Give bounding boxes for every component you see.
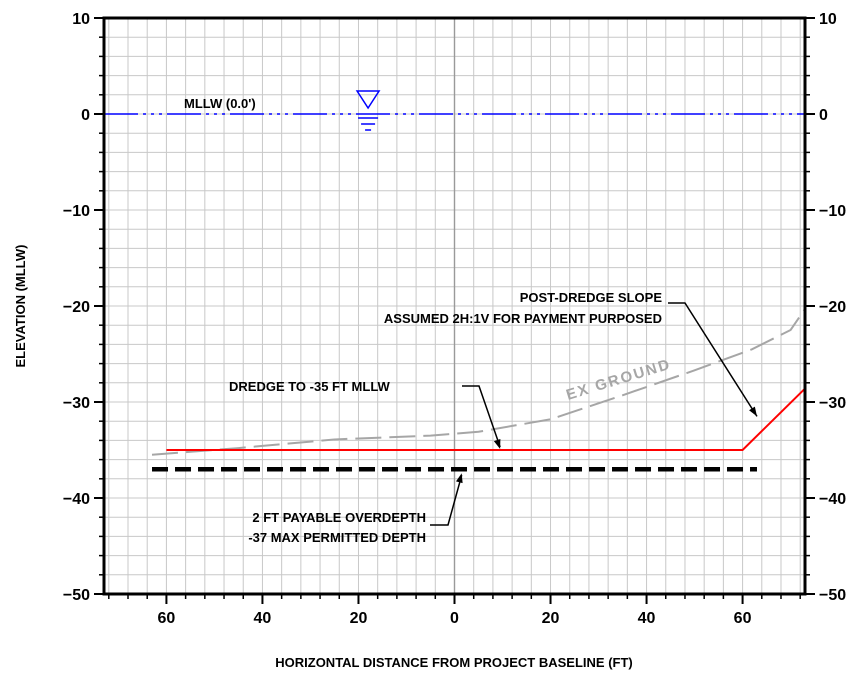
y-tick-label-right: −40 (819, 491, 846, 508)
y-tick-label-left: −10 (63, 203, 90, 220)
y-tick-label-right: 10 (819, 11, 837, 28)
y-tick-label-left: −50 (63, 587, 90, 604)
overdepth-label-line2: -37 MAX PERMITTED DEPTH (248, 530, 426, 545)
dredge-label: DREDGE TO -35 FT MLLW (229, 379, 391, 394)
x-tick-label: 0 (450, 610, 459, 627)
y-tick-label-right: −20 (819, 299, 846, 316)
x-tick-label: 40 (254, 610, 272, 627)
x-tick-label: 20 (542, 610, 560, 627)
y-tick-label-right: −30 (819, 395, 846, 412)
y-tick-label-right: −10 (819, 203, 846, 220)
mllw-layer (104, 90, 805, 131)
overdepth-leader-arrow (455, 473, 463, 484)
dredge-leader-line (462, 385, 501, 448)
x-axis-label: HORIZONTAL DISTANCE FROM PROJECT BASELIN… (275, 655, 633, 670)
overdepth-label-line1: 2 FT PAYABLE OVERDEPTH (252, 510, 426, 525)
water-level-icon (355, 90, 381, 110)
overdepth-leader-line (430, 475, 463, 526)
ex-ground-label: EX GROUND (564, 356, 673, 404)
y-tick-label-left: −40 (63, 491, 90, 508)
slope-leader-arrow (749, 406, 757, 417)
leader-layer (430, 302, 758, 526)
x-tick-label: 60 (158, 610, 176, 627)
series-layer (152, 387, 806, 472)
x-tick-label: 20 (350, 610, 368, 627)
y-tick-label-right: 0 (819, 107, 828, 124)
y-tick-label-left: 0 (81, 107, 90, 124)
slope-label-line2: ASSUMED 2H:1V FOR PAYMENT PURPOSED (384, 311, 662, 326)
tick-layer: 10 10 0 0 −10 −10 −20 −20 −30 −30 −40 −40 −50 −50 60 40… (63, 11, 846, 627)
y-tick-label-right: −50 (819, 587, 846, 604)
dredge-line (166, 387, 806, 451)
y-tick-label-left: −30 (63, 395, 90, 412)
slope-label-line1: POST-DREDGE SLOPE (520, 290, 663, 305)
y-tick-label-left: −20 (63, 299, 90, 316)
mllw-label: MLLW (0.0') (184, 96, 256, 111)
x-tick-label: 40 (638, 610, 656, 627)
slope-leader-line (668, 302, 758, 417)
x-tick-label: 60 (734, 610, 752, 627)
dredge-leader-arrow (493, 439, 501, 449)
ex-ground-layer (151, 308, 806, 456)
ex-ground-line (151, 308, 806, 456)
y-tick-label-left: 10 (72, 11, 90, 28)
y-axis-label: ELEVATION (MLLW) (13, 245, 28, 368)
